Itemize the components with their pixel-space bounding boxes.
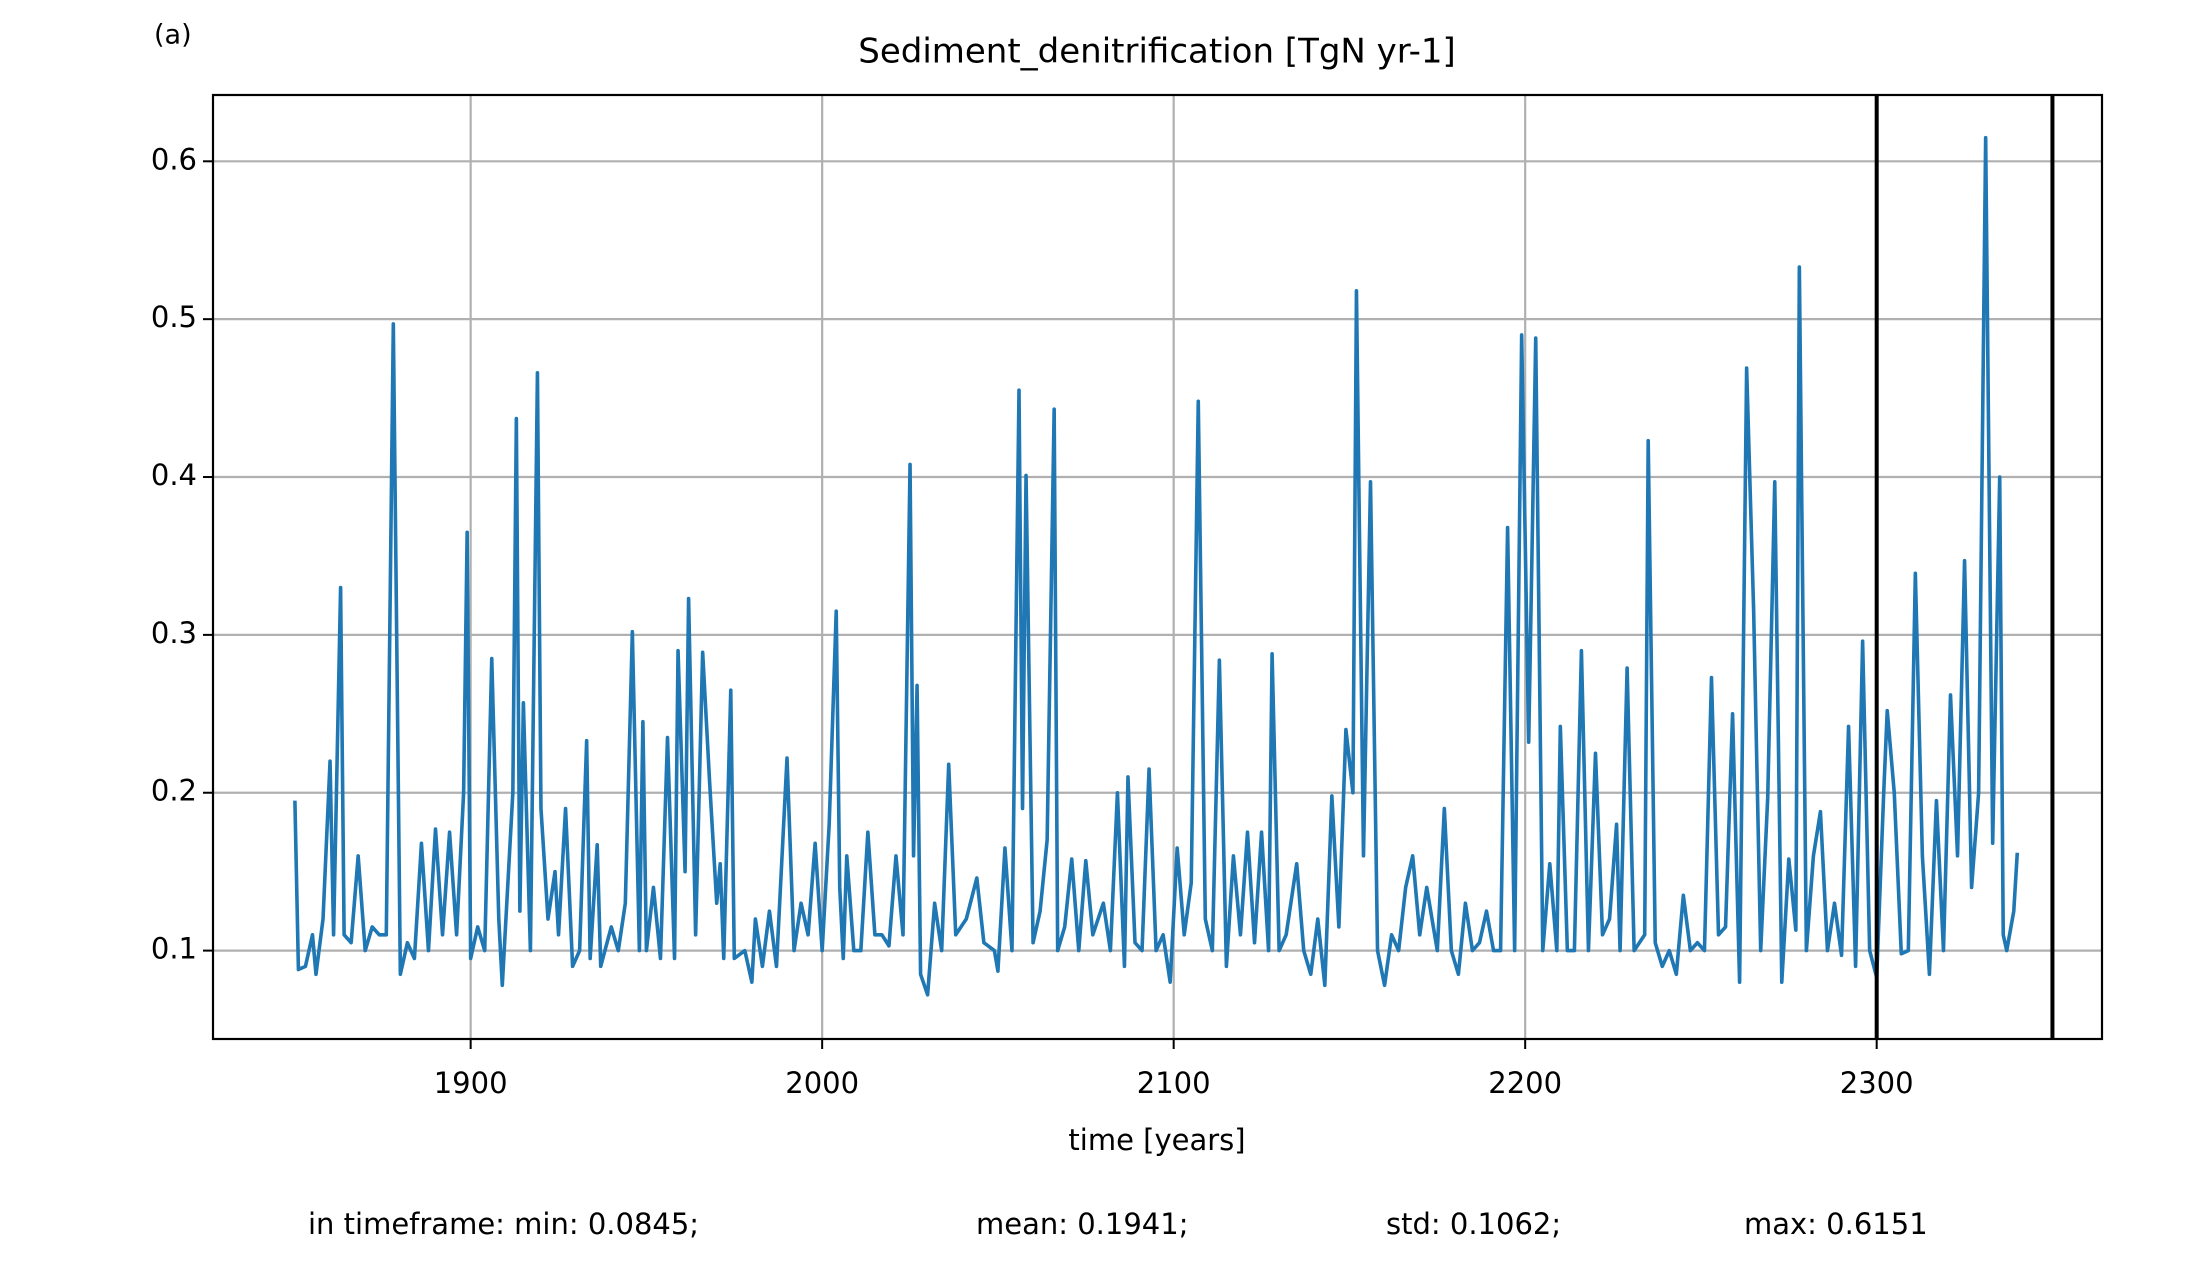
x-tick-label: 2200 — [1488, 1066, 1562, 1100]
y-tick-label: 0.1 — [151, 932, 197, 966]
y-tick-label: 0.3 — [151, 616, 197, 650]
data-line — [293, 135, 2020, 997]
y-tick-label: 0.4 — [151, 458, 197, 492]
y-tick-label: 0.5 — [151, 300, 197, 334]
y-tick-label: 0.2 — [151, 774, 197, 808]
x-tick-label: 2300 — [1840, 1066, 1914, 1100]
stat-text: std: 0.1062; — [1386, 1207, 1561, 1241]
stat-text: in timeframe: min: 0.0845; — [308, 1207, 699, 1241]
panel-label: (a) — [154, 20, 192, 51]
x-tick-label: 1900 — [434, 1066, 508, 1100]
chart-title: Sediment_denitrification [TgN yr-1] — [858, 32, 1456, 72]
plot-frame — [211, 93, 2104, 1041]
x-tick-label: 2100 — [1137, 1066, 1211, 1100]
stat-text: mean: 0.1941; — [976, 1207, 1188, 1241]
x-axis-label: time [years] — [1068, 1123, 1245, 1157]
x-tick-label: 2000 — [785, 1066, 859, 1100]
y-tick-label: 0.6 — [151, 142, 197, 176]
stat-text: max: 0.6151 — [1744, 1207, 1928, 1241]
